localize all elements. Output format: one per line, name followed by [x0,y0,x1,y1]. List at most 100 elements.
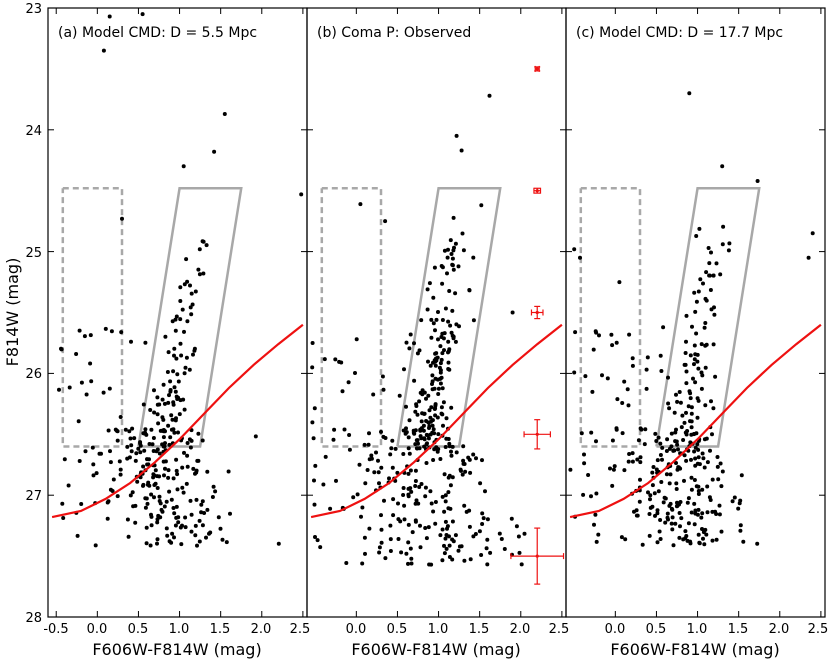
star-point [659,369,664,373]
star-point [172,511,177,516]
star-point [379,513,383,518]
star-point [572,370,577,375]
star-point [166,423,171,428]
star-point [594,439,598,444]
star-point [381,434,386,439]
star-point [661,500,666,505]
star-point [156,421,161,426]
star-point [457,324,461,329]
star-point [738,523,743,528]
star-point [91,462,96,467]
star-point [639,427,644,432]
star-point [510,310,515,315]
star-point [667,406,672,411]
star-point [732,495,737,500]
star-point [383,219,388,224]
star-point [310,420,315,425]
star-point [692,362,696,367]
star-point [462,558,467,563]
blue-star-selection-box [579,187,642,448]
star-point [377,481,381,486]
star-point [362,535,367,540]
star-point [419,318,424,323]
star-point [417,485,422,489]
star-point [197,272,202,277]
star-point [415,438,420,443]
star-point [199,502,204,507]
star-point [367,431,371,436]
star-point [169,497,174,502]
star-point [444,546,449,551]
star-point [312,502,317,507]
star-point [84,392,89,397]
star-point [189,529,194,534]
star-point [446,360,451,365]
star-point [471,255,476,260]
star-point [142,448,147,453]
star-point [125,444,130,449]
star-point [433,359,438,364]
star-point [450,263,455,268]
star-point [713,374,718,379]
star-point [423,494,428,499]
star-point [692,478,697,482]
star-point [161,429,166,434]
star-point [412,341,416,346]
star-point [390,465,395,470]
star-point [678,524,682,529]
star-point [612,464,617,469]
star-point [337,359,342,364]
star-point [172,346,177,351]
star-point [655,458,660,463]
star-point [178,285,183,290]
star-point [189,438,194,443]
star-point [450,444,455,449]
star-point [379,429,383,434]
star-point [413,409,418,414]
star-point [478,481,483,486]
star-point [730,499,735,504]
star-point [442,551,447,556]
star-point [149,514,154,519]
star-point [106,428,111,433]
star-point [436,432,441,437]
error-bar-center [535,189,539,193]
star-point [454,133,459,138]
star-point [440,527,445,532]
star-point [135,479,140,484]
star-point [442,543,446,548]
star-point [665,511,670,516]
star-point [446,350,450,355]
star-point [675,442,680,447]
x-tick-label: 0.5 [646,622,667,637]
star-point [200,239,205,244]
star-point [441,423,445,428]
star-point [443,536,448,541]
star-point [207,531,211,536]
star-point [414,402,419,407]
star-point [162,401,167,406]
star-point [149,492,154,497]
star-point [145,457,149,462]
star-point [695,442,700,447]
star-point [310,365,315,370]
star-point [693,380,698,385]
star-point [129,449,134,454]
x-tick-label: 1.5 [728,622,749,637]
star-point [74,352,79,356]
star-point [408,546,413,551]
star-point [311,436,316,441]
star-point [682,420,687,425]
star-point [669,444,674,449]
star-point [717,512,722,517]
star-point [168,435,173,440]
star-point [692,522,697,527]
star-point [658,537,663,541]
star-point [488,550,493,555]
star-point [684,534,689,538]
star-point [174,356,179,361]
star-point [406,471,411,476]
star-point [155,517,160,522]
star-point [640,542,645,547]
star-point [197,539,202,544]
